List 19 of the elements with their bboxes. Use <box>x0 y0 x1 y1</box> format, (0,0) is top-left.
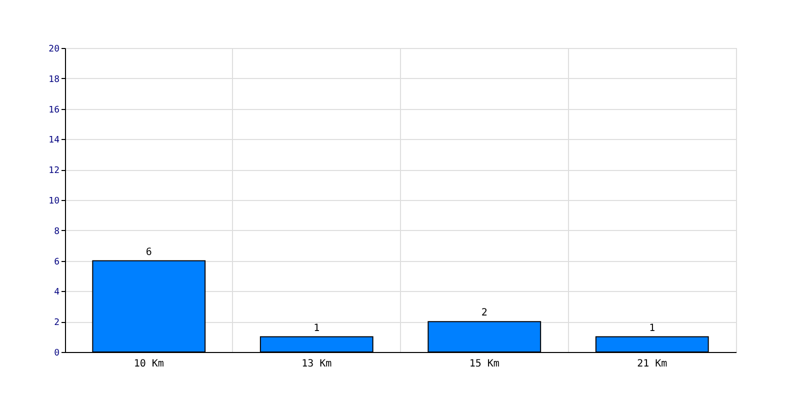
y-tick-label: 10 <box>48 196 60 206</box>
y-tick-label: 8 <box>54 226 60 237</box>
x-tick-label: 13 Km <box>302 358 332 370</box>
x-tick-label: 21 Km <box>637 358 668 370</box>
data-label: 1 <box>649 322 656 334</box>
data-label: 1 <box>314 322 320 334</box>
data-label: 6 <box>146 246 152 258</box>
y-tick-label: 14 <box>48 136 60 146</box>
y-tick-label: 6 <box>54 257 60 268</box>
y-tick-label: 18 <box>48 74 60 85</box>
y-tick-label: 12 <box>48 166 60 176</box>
data-label: 2 <box>481 308 488 319</box>
y-tick-label: 4 <box>54 288 60 298</box>
x-tick-label: 15 Km <box>469 358 500 370</box>
x-tick-label: 10 Km <box>134 358 164 370</box>
y-tick-label: 2 <box>54 318 60 328</box>
y-tick-label: 0 <box>54 348 60 358</box>
y-tick-label: 16 <box>48 105 60 116</box>
y-tick-label: 20 <box>48 44 60 54</box>
